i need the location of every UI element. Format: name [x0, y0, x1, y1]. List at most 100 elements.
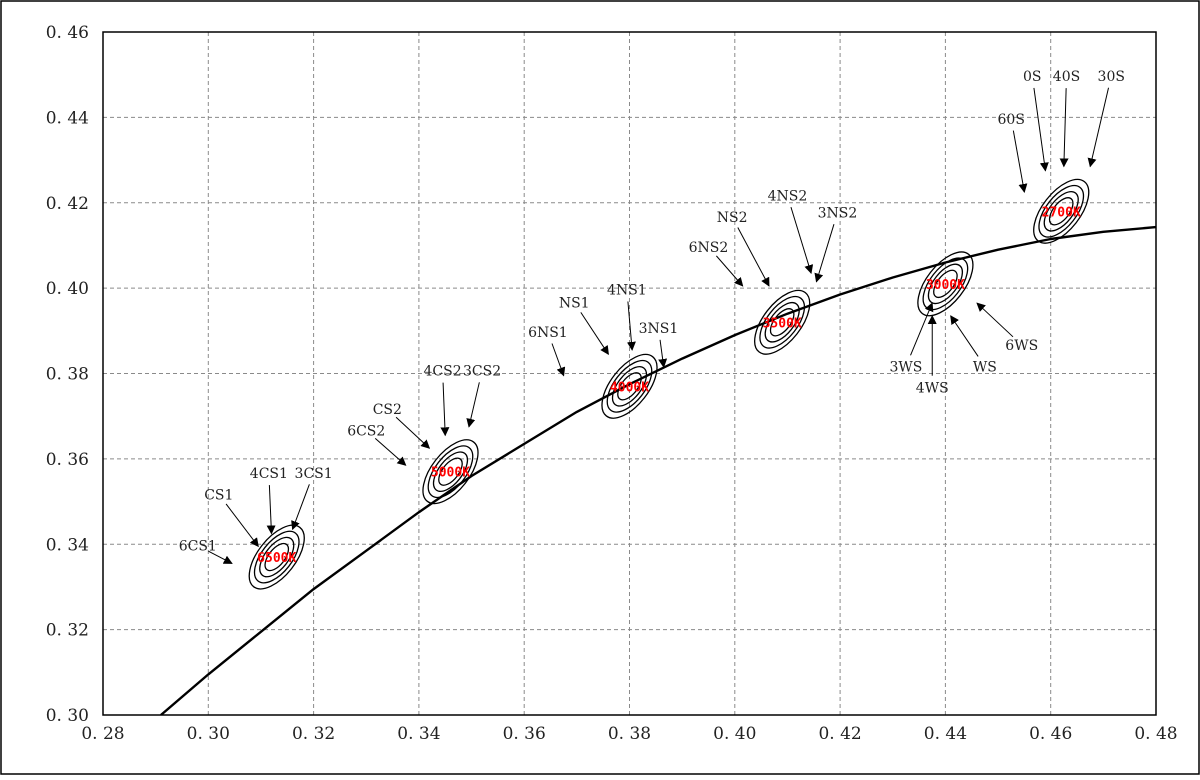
step-label: 4CS1	[250, 466, 288, 482]
step-label: 3NS1	[639, 321, 679, 337]
y-tick-label: 0. 32	[46, 621, 89, 641]
step-label: 6CS1	[179, 539, 217, 555]
step-arrow	[551, 343, 566, 377]
x-tick-label: 0. 34	[397, 724, 440, 744]
cct-label: 3000K	[926, 278, 965, 293]
step-ellipse-4	[422, 439, 479, 505]
x-tick-label: 0. 46	[1029, 724, 1072, 744]
x-tick-label: 0. 28	[81, 724, 124, 744]
step-label: CS2	[373, 402, 402, 418]
x-tick-label: 0. 36	[503, 724, 546, 744]
x-tick-label: 0. 48	[1134, 724, 1177, 744]
plot-area-frame	[102, 31, 1157, 716]
step-arrow	[790, 206, 814, 275]
step-ellipse-1	[438, 457, 463, 486]
step-arrow	[580, 312, 609, 356]
y-tick-label: 0. 46	[46, 23, 89, 43]
planckian-locus-layer	[160, 225, 1156, 715]
step-ellipse-4	[601, 353, 658, 419]
step-label: 6NS1	[528, 325, 568, 341]
y-tick-label: 0. 30	[46, 706, 89, 726]
ellipse-group-3500K	[754, 289, 811, 355]
step-ellipse-3	[1038, 184, 1085, 238]
step-arrow	[291, 484, 310, 531]
step-label: 0S	[1023, 69, 1042, 85]
step-arrow	[266, 485, 276, 535]
step-label: 60S	[998, 112, 1025, 128]
x-tick-label: 0. 38	[608, 724, 651, 744]
cct-label: 6500K	[257, 551, 296, 566]
ellipse-group-6500K	[248, 524, 305, 590]
cct-label: 3500K	[763, 316, 802, 331]
step-label: NS1	[559, 295, 590, 311]
x-tick-label: 0. 44	[924, 724, 967, 744]
step-label: 3CS2	[463, 364, 501, 380]
cct-labels: 6500K 5000K 4000K 3500K 3000K 2700K	[257, 205, 1081, 566]
step-ellipse-4	[248, 524, 305, 590]
planckian-locus-line	[160, 225, 1156, 715]
step-label: 4NS2	[768, 189, 808, 205]
step-label: 4CS2	[424, 364, 462, 380]
step-ellipse-3	[253, 530, 300, 584]
step-ellipse-1	[1048, 197, 1074, 226]
step-label: 40S	[1053, 69, 1080, 85]
y-tick-label: 0. 36	[46, 450, 89, 470]
step-arrow	[225, 503, 259, 548]
step-ellipse-3	[606, 359, 653, 413]
step-arrow	[658, 339, 668, 368]
step-arrow	[440, 382, 450, 437]
step-arrow	[1059, 88, 1069, 168]
step-ellipse-2	[1043, 191, 1079, 232]
y-tick-label: 0. 38	[46, 365, 89, 385]
step-arrow	[910, 302, 934, 356]
step-label: 6WS	[1005, 338, 1038, 354]
ellipse-group-4000K	[601, 353, 658, 419]
step-ellipse-1	[933, 269, 958, 299]
step-arrow	[976, 302, 1014, 338]
step-arrow	[1033, 87, 1049, 172]
y-axis: 0. 30 0. 32 0. 34 0. 36 0. 38 0. 40 0. 42 0. 44…	[46, 23, 89, 726]
step-label: NS2	[717, 210, 748, 226]
x-tick-label: 0. 30	[187, 724, 230, 744]
step-ellipse-2	[611, 366, 648, 407]
step-label: 3NS2	[818, 206, 858, 222]
x-tick-label: 0. 42	[818, 724, 861, 744]
step-arrow	[374, 437, 407, 466]
y-tick-label: 0. 44	[46, 108, 89, 128]
step-label: WS	[973, 359, 997, 375]
step-arrow	[1012, 130, 1028, 193]
step-label: 30S	[1098, 69, 1125, 85]
step-ellipse-2	[432, 451, 469, 492]
step-arrow	[208, 550, 233, 564]
x-tick-label: 0. 40	[713, 724, 756, 744]
step-label: 6NS2	[689, 240, 729, 256]
step-arrow	[1087, 87, 1110, 168]
x-tick-label: 0. 32	[292, 724, 335, 744]
step-label: 6CS2	[347, 423, 385, 439]
step-ellipse-3	[759, 295, 806, 349]
step-arrow	[715, 255, 744, 287]
cct-label: 4000K	[610, 380, 649, 395]
step-label: CS1	[204, 487, 233, 503]
x-axis: 0. 28 0. 30 0. 32 0. 34 0. 36 0. 38 0. 40 0. 42…	[81, 724, 1177, 744]
step-ellipse-2	[764, 301, 800, 343]
y-tick-label: 0. 40	[46, 279, 89, 299]
step-arrow	[737, 227, 770, 287]
step-ellipse-1	[264, 542, 290, 572]
step-arrow	[626, 301, 636, 351]
step-ellipse-4	[754, 289, 811, 355]
step-ellipse-2	[259, 536, 295, 578]
cct-label: 5000K	[431, 466, 470, 481]
step-label: 4NS1	[607, 283, 647, 299]
step-label: 3CS1	[295, 466, 333, 482]
step-arrow	[395, 416, 431, 449]
step-arrow	[950, 315, 979, 357]
cct-label: 2700K	[1042, 205, 1081, 220]
step-ellipse-2	[927, 263, 964, 305]
grid	[103, 32, 1156, 715]
step-ellipse-1	[617, 372, 642, 401]
ellipse-group-3000K	[917, 251, 974, 317]
